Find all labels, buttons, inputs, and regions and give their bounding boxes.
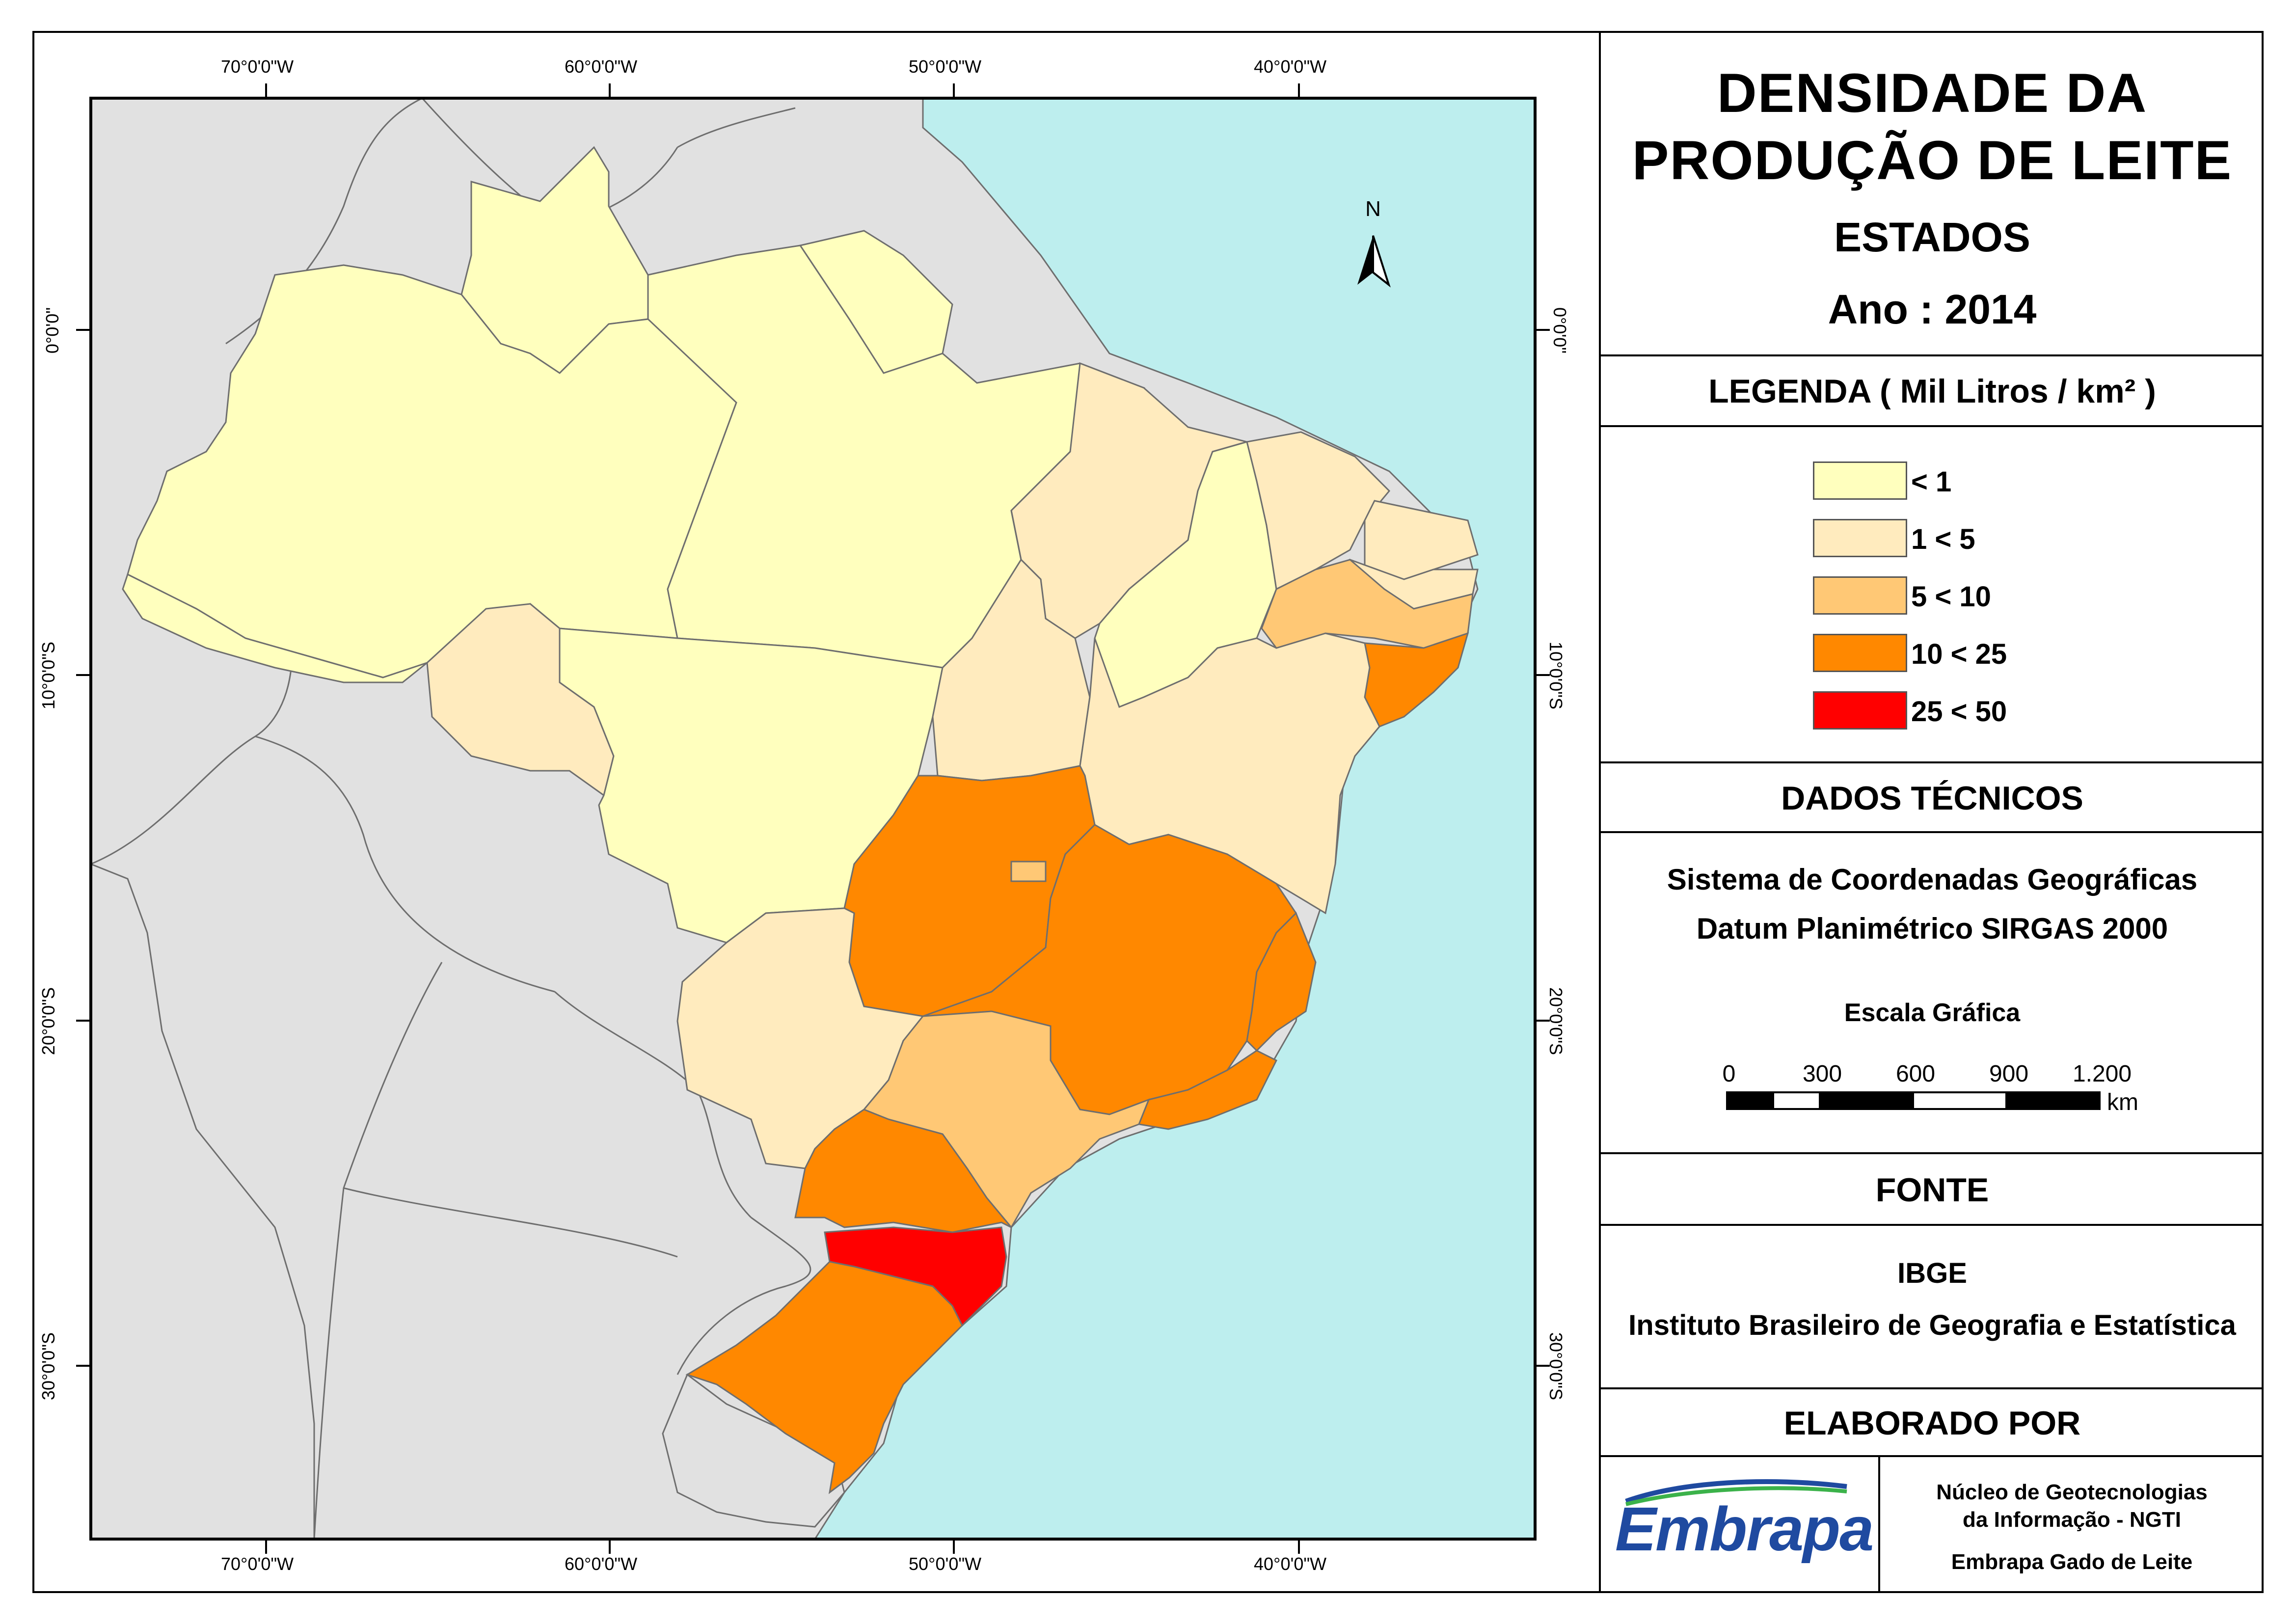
map-year: Ano : 2014 xyxy=(1828,286,2037,332)
brazil-states xyxy=(122,146,1479,1494)
divider-author-head xyxy=(1599,1455,2264,1457)
legend-swatch xyxy=(1813,519,1907,557)
author-unit-line1: Núcleo de Geotecnologias xyxy=(1936,1480,2208,1504)
lon-label-bottom-50: 50°0'0"W xyxy=(909,1554,982,1574)
divider-legend-head xyxy=(1599,425,2264,427)
state-pr xyxy=(794,1109,1012,1233)
uruguay xyxy=(662,1373,845,1528)
legend-swatch xyxy=(1813,576,1907,615)
state-ac xyxy=(122,573,428,683)
legend-swatch xyxy=(1813,461,1907,500)
divider-source xyxy=(1599,1387,2264,1389)
divider-tech-head xyxy=(1599,831,2264,833)
scale-tick-label: 600 xyxy=(1895,1061,1936,1087)
legend-label: 5 < 10 xyxy=(1911,581,1991,613)
legend-title: LEGENDA ( Mil Litros / km² ) xyxy=(1708,373,2156,410)
author-organization: Embrapa Gado de Leite xyxy=(1951,1550,2193,1574)
state-rj xyxy=(1137,1050,1278,1130)
scale-title: Escala Gráfica xyxy=(1844,999,2021,1027)
author-unit-line2: da Informação - NGTI xyxy=(1963,1508,2181,1532)
map-title-line1: DENSIDADE DA xyxy=(1717,62,2148,124)
datum: Datum Planimétrico SIRGAS 2000 xyxy=(1696,912,2168,945)
embrapa-logo-icon xyxy=(1625,1479,1847,1506)
source-title: FONTE xyxy=(1875,1171,1989,1209)
map-subtitle: ESTADOS xyxy=(1834,214,2030,260)
graticule-ticks xyxy=(76,83,1550,1554)
legend-label: 10 < 25 xyxy=(1911,638,2007,670)
scale-tick-label: 0 xyxy=(1722,1061,1736,1087)
technical-title: DADOS TÉCNICOS xyxy=(1781,780,2083,817)
legend-label: < 1 xyxy=(1911,466,1952,498)
map-title-line2: PRODUÇÃO DE LEITE xyxy=(1632,130,2233,191)
coordinate-system: Sistema de Coordenadas Geográficas xyxy=(1667,863,2198,896)
lon-label-top-40: 40°0'0"W xyxy=(1254,56,1327,77)
divider-legend xyxy=(1599,761,2264,763)
north-label: N xyxy=(1365,197,1381,221)
author-divider xyxy=(1878,1455,1880,1593)
outer-frame xyxy=(32,31,2264,1593)
map-frame xyxy=(89,97,1537,1541)
scale-unit: km xyxy=(2107,1089,2138,1115)
legend-swatch xyxy=(1813,634,1907,672)
lon-label-bottom-70: 70°0'0"W xyxy=(221,1554,294,1574)
lon-label-top-60: 60°0'0"W xyxy=(565,56,638,77)
state-df xyxy=(1010,861,1047,882)
legend-label: 1 < 5 xyxy=(1911,523,1975,555)
state-rs xyxy=(685,1261,963,1494)
north-arrow-icon xyxy=(1357,235,1391,288)
map: N xyxy=(76,83,1550,1554)
panel-divider xyxy=(1599,31,1601,1593)
source-full-name: Instituto Brasileiro de Geografia e Esta… xyxy=(1628,1309,2236,1341)
lon-label-top-50: 50°0'0"W xyxy=(909,56,982,77)
lon-label-bottom-60: 60°0'0"W xyxy=(565,1554,638,1574)
state-ce xyxy=(1246,431,1391,591)
source-name: IBGE xyxy=(1897,1257,1967,1289)
divider-title xyxy=(1599,354,2264,356)
legend-swatch xyxy=(1813,691,1907,730)
lon-label-bottom-40: 40°0'0"W xyxy=(1254,1554,1327,1574)
lon-label-top-70: 70°0'0"W xyxy=(221,56,294,77)
scale-tick-label: 900 xyxy=(1989,1061,2029,1087)
scale-bar xyxy=(1726,1091,2101,1110)
divider-tech xyxy=(1599,1152,2264,1154)
embrapa-logo: Embrapa xyxy=(1615,1494,1874,1564)
legend-label: 25 < 50 xyxy=(1911,696,2007,728)
divider-source-head xyxy=(1599,1224,2264,1226)
scale-tick-label: 1.200 xyxy=(2072,1061,2132,1087)
author-title: ELABORADO POR xyxy=(1783,1405,2081,1442)
state-es xyxy=(1246,912,1317,1052)
scale-tick-label: 300 xyxy=(1802,1061,1842,1087)
